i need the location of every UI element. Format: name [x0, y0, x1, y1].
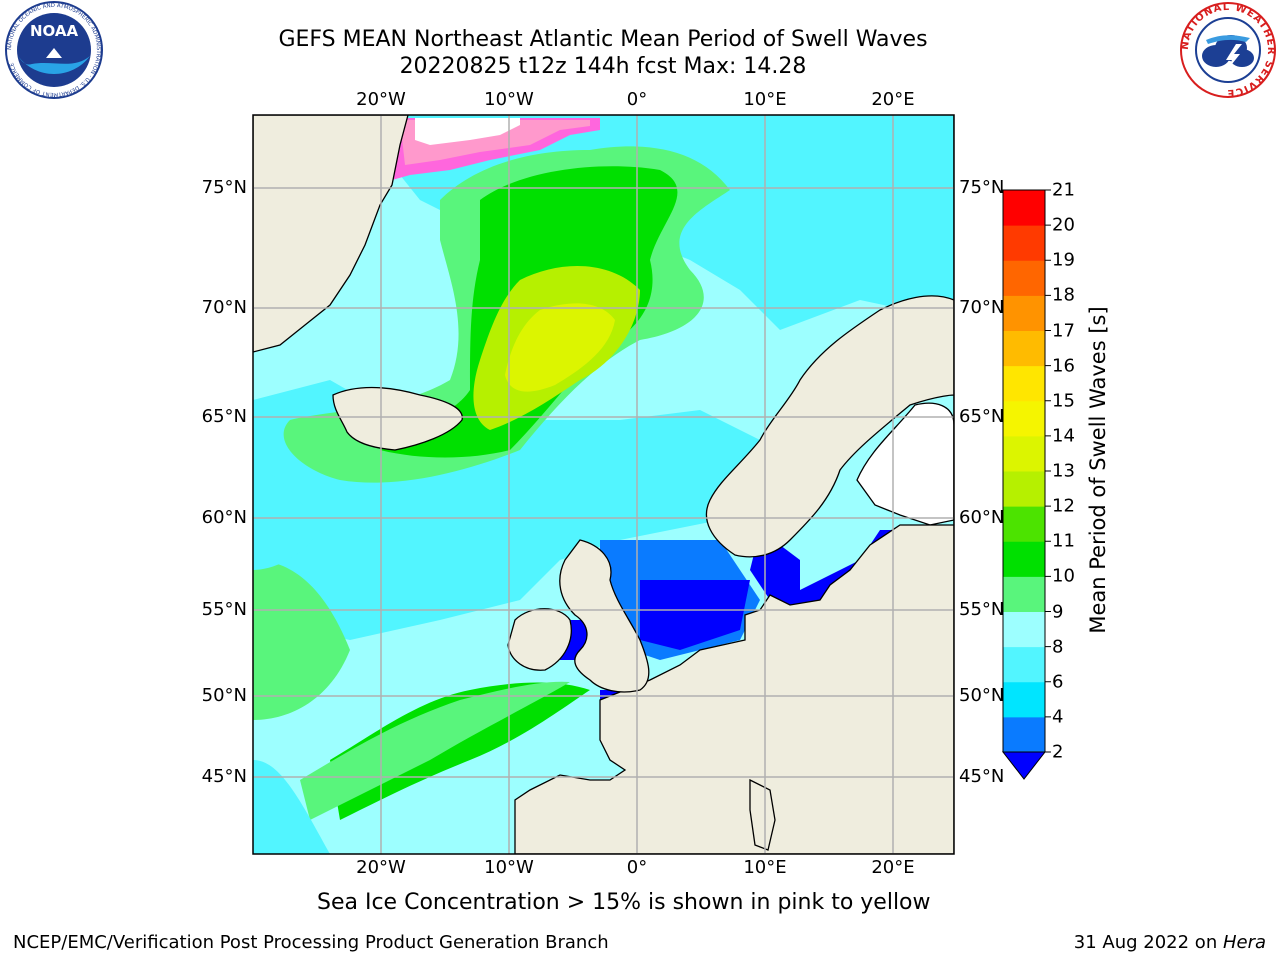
colorbar-label: 12 [1052, 495, 1075, 517]
great-britain-land [559, 539, 650, 693]
colorbar-label: 8 [1052, 636, 1064, 658]
lon-tick-bottom: 20°E [871, 857, 915, 878]
colorbar [1003, 189, 1051, 753]
map-frame [252, 114, 955, 855]
colorbar-swatch [1003, 716, 1045, 753]
lat-tick-left: 45°N [201, 766, 247, 787]
colorbar-swatch [1003, 681, 1045, 718]
colorbar-label: 9 [1052, 601, 1064, 622]
footer-credit: NCEP/EMC/Verification Post Processing Pr… [13, 932, 609, 953]
colorbar-swatch [1003, 330, 1045, 367]
colorbar-label: 20 [1052, 214, 1075, 236]
lat-tick-left: 50°N [201, 685, 247, 706]
lon-tick-bottom: 0° [626, 857, 648, 878]
colorbar-swatch [1003, 435, 1045, 472]
colorbar-label: 14 [1052, 425, 1075, 447]
colorbar-swatch [1003, 611, 1045, 648]
finland-sweden-region [856, 402, 954, 526]
corsica-sardinia-land [749, 778, 776, 851]
colorbar-title: Mean Period of Swell Waves [s] [1086, 306, 1110, 634]
colorbar-swatch [1003, 576, 1045, 612]
lat-tick-right: 65°N [959, 406, 1005, 427]
colorbar-label: 16 [1052, 355, 1075, 377]
colorbar-under-arrow [1001, 751, 1047, 780]
lat-tick-left: 75°N [201, 177, 247, 198]
ireland-land [507, 608, 572, 671]
lat-tick-left: 70°N [201, 297, 247, 318]
lat-tick-left: 60°N [201, 507, 247, 528]
lat-tick-right: 70°N [959, 297, 1005, 318]
map-subtitle: 20220825 t12z 144h fcst Max: 14.28 [399, 54, 807, 79]
colorbar-label: 13 [1052, 460, 1075, 482]
lat-tick-right: 50°N [959, 685, 1005, 706]
colorbar-swatch [1003, 260, 1045, 296]
colorbar-swatch [1003, 646, 1045, 683]
footer-date-text: 31 Aug 2022 on [1073, 932, 1223, 953]
lon-tick-top: 20°W [356, 89, 406, 110]
colorbar-label: 6 [1052, 671, 1064, 693]
colorbar-label: 11 [1052, 530, 1075, 552]
colorbar-label: 2 [1052, 741, 1064, 763]
colorbar-swatch [1003, 225, 1045, 261]
lon-tick-top: 10°E [743, 89, 787, 110]
colorbar-swatch [1003, 365, 1045, 402]
colorbar-swatch [1003, 541, 1045, 577]
noaa-emblem-icon: NOAA NATIONAL OCEANIC AND ATMOSPHERIC AD… [5, 1, 103, 99]
lat-tick-right: 60°N [959, 507, 1005, 528]
graticule [253, 115, 954, 854]
sea-ice-note: Sea Ice Concentration > 15% is shown in … [317, 890, 931, 915]
map-title: GEFS MEAN Northeast Atlantic Mean Period… [278, 27, 928, 52]
lon-tick-top: 20°E [871, 89, 915, 110]
colorbar-swatch [1003, 506, 1045, 542]
lon-tick-top: 0° [626, 89, 648, 110]
europe-mainland-land [514, 115, 954, 854]
colorbar-label: 17 [1052, 320, 1075, 341]
colorbar-swatch [1003, 400, 1045, 437]
lat-tick-right: 75°N [959, 177, 1005, 198]
noaa-logo-text: NOAA [30, 22, 79, 40]
lon-tick-top: 10°W [484, 89, 534, 110]
lon-tick-bottom: 10°W [484, 857, 534, 878]
colorbar-label: 10 [1052, 565, 1075, 587]
lon-tick-bottom: 10°E [743, 857, 787, 878]
colorbar-label: 19 [1052, 249, 1075, 271]
footer-host: Hera [1222, 932, 1266, 953]
colorbar-label: 4 [1052, 706, 1064, 728]
lat-tick-right: 55°N [959, 599, 1005, 620]
colorbar-swatch [1003, 295, 1045, 331]
colorbar-frame [1002, 189, 1046, 753]
iceland-land [332, 386, 463, 451]
colorbar-swatch [1003, 190, 1045, 226]
lat-tick-right: 45°N [959, 766, 1005, 787]
colorbar-label: 15 [1052, 390, 1075, 412]
colorbar-swatch [1003, 471, 1045, 507]
nws-emblem-icon: NATIONAL WEATHER SERVICE [1180, 2, 1276, 98]
colorbar-label: 21 [1052, 179, 1075, 201]
land-masses [253, 115, 954, 854]
greenland-land [253, 115, 409, 353]
colorbar-label: 18 [1052, 284, 1075, 306]
footer-date: 31 Aug 2022 on Hera [1074, 932, 1266, 953]
lat-tick-left: 55°N [201, 599, 247, 620]
lon-tick-bottom: 20°W [356, 857, 406, 878]
lat-tick-left: 65°N [201, 406, 247, 427]
